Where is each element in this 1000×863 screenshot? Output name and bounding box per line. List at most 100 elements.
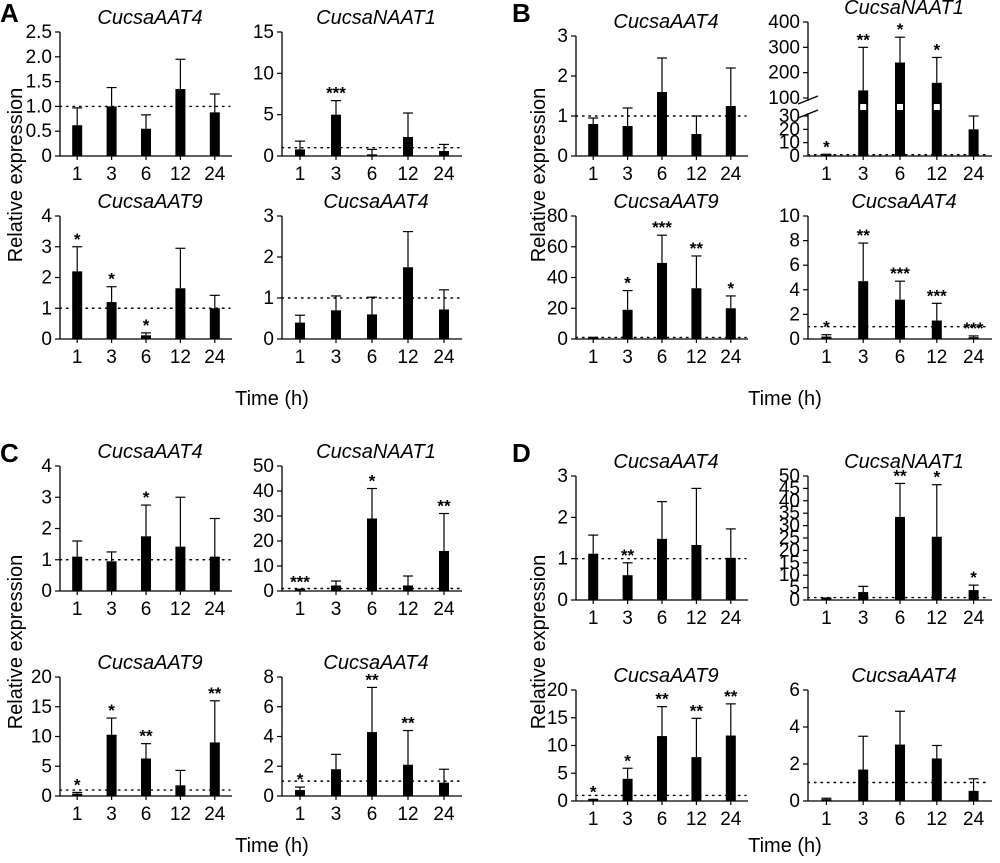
y-tick-label: 0 [41,581,52,602]
x-tick-label: 12 [686,809,707,830]
bar [725,308,736,339]
x-tick-label: 3 [858,164,869,185]
bar [175,89,186,156]
y-tick-label: 2 [41,268,52,289]
x-tick-label: 6 [657,809,668,830]
bar [895,516,905,600]
y-tick-label: 1 [557,549,568,570]
bar [439,782,449,796]
x-tick-label: 12 [926,809,947,830]
x-tick-label: 24 [204,599,226,620]
y-tick-label: 0 [41,146,52,167]
bar [968,129,979,156]
bar [106,302,117,339]
x-tick-label: 3 [331,164,342,185]
x-tick-label: 6 [367,599,378,620]
y-tick-label: 0 [263,786,274,807]
axis-break-mark [797,95,819,105]
bar [691,757,702,801]
x-tick-label: 24 [433,164,455,185]
y-tick-label: 40 [779,491,800,512]
bar [331,585,341,591]
bar [295,322,305,339]
significance-marker: *** [890,264,910,283]
bar [657,538,667,600]
bar [141,128,151,156]
x-tick-label: 3 [331,599,342,620]
y-tick-label: 50 [253,456,274,477]
bar [931,758,942,801]
y-tick-label: 4 [41,456,52,477]
bar [367,518,377,591]
y-tick-label: 35 [779,503,800,524]
x-tick-label: 24 [720,347,742,368]
subplot-title: CucsaAAT4 [323,191,428,213]
bar [439,309,449,339]
significance-marker: *** [964,319,984,338]
bar [403,267,413,339]
x-tick-label: 6 [657,164,668,185]
y-tick-label: 30 [779,106,800,127]
y-axis-label: Relative expression [5,88,27,263]
bar [367,732,377,796]
y-tick-label: 300 [768,37,800,58]
y-tick-label: 3 [557,466,568,487]
x-tick-label: 6 [367,164,378,185]
x-tick-label: 12 [397,599,418,620]
y-tick-label: 2 [41,519,52,540]
y-tick-label: 10 [779,565,800,586]
bar [175,546,186,591]
bar [175,785,186,796]
x-tick-label: 1 [295,599,306,620]
y-tick-label: 0 [557,146,568,167]
bar-break-mark [897,104,903,110]
x-tick-label: 6 [367,804,378,825]
significance-marker: * [624,751,631,770]
x-tick-label: 24 [720,809,742,830]
x-tick-label: 12 [397,164,418,185]
y-tick-label: 200 [768,63,800,84]
subplot: CucsaAAT9 0 5 10 15 20 * 1 * 3 ** 6 ** 12 ** 24 [547,665,748,830]
x-tick-label: 12 [170,804,191,825]
bar [858,592,869,600]
y-tick-label: 2 [557,66,568,87]
y-tick-label: 1 [557,106,568,127]
x-tick-label: 1 [72,599,83,620]
y-tick-label: 1.5 [26,72,52,93]
bar [895,744,905,801]
x-tick-label: 24 [963,608,985,629]
x-tick-label: 12 [686,608,707,629]
significance-marker: * [933,40,940,59]
significance-marker: *** [326,84,346,103]
bar [588,124,599,156]
y-tick-label: 0 [41,786,52,807]
y-tick-label: 15 [253,22,274,43]
bar [141,536,151,591]
y-tick-label: 20 [779,540,800,561]
x-tick-label: 24 [433,347,455,368]
significance-marker: * [727,279,734,298]
x-tick-label: 12 [926,164,947,185]
x-tick-label: 6 [141,164,152,185]
x-tick-label: 1 [588,164,599,185]
y-tick-label: 1 [41,298,52,319]
bar [72,793,83,796]
subplot-title: CucsaAAT4 [613,11,718,33]
y-tick-label: 0 [263,581,274,602]
y-tick-label: 2 [789,304,800,325]
bar-break-mark [860,104,867,110]
y-tick-label: 40 [547,268,568,289]
bar [657,92,667,156]
y-tick-label: 10 [31,727,52,748]
bar [821,336,832,339]
panel-a: A Relative expression Time (h) CucsaAAT4 0 0.… [0,0,462,410]
subplot: CucsaNAAT1 0 5 10 15 1 *** 3 6 12 24 [253,7,462,185]
x-tick-label: 3 [622,608,633,629]
subplot-title: CucsaAAT9 [97,191,202,213]
x-tick-label: 3 [106,347,117,368]
